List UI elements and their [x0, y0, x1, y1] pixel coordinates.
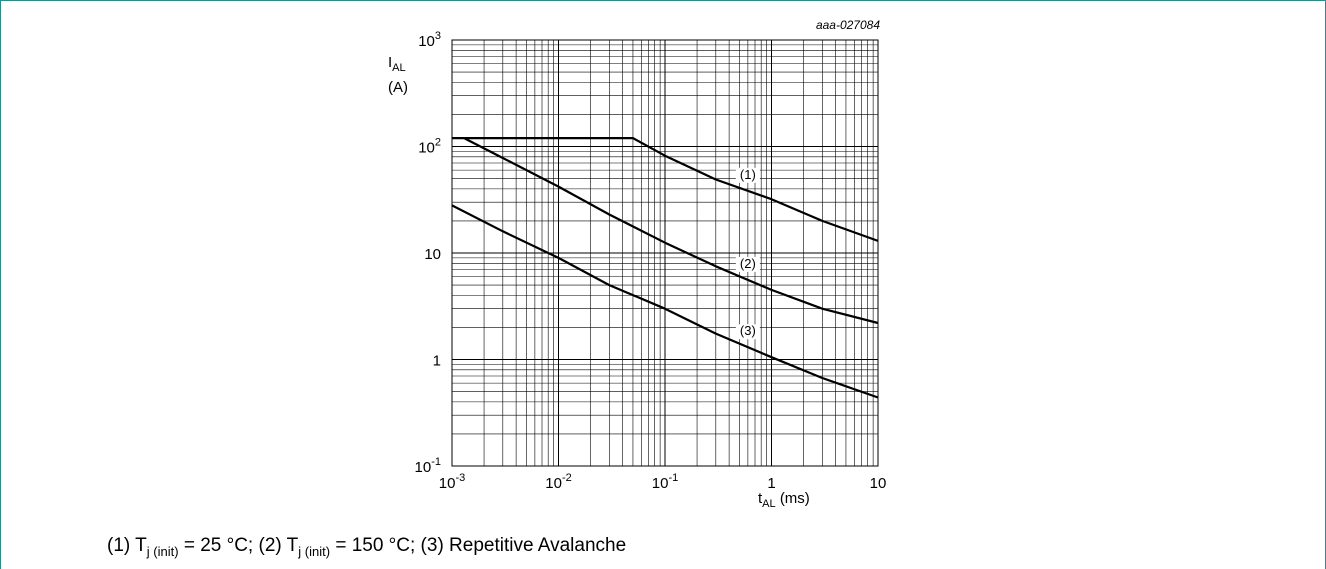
- x-tick-label: 10-3: [439, 472, 465, 492]
- avalanche-current-chart: (1) (2) (3) 10-3 10-2 10-1 1 10 10-1 1 10 102 103 IA…: [388, 18, 887, 510]
- series-label-3: (3): [740, 323, 756, 338]
- figure-caption: (1) Tj (init) = 25 °C; (2) Tj (init) = 1…: [107, 535, 627, 559]
- y-axis-label: IAL: [388, 54, 406, 74]
- y-axis-unit: (A): [388, 79, 408, 96]
- series-line-3: [451, 204, 879, 399]
- grid-layer: [451, 40, 878, 467]
- figure-reference: aaa-027084: [816, 18, 880, 32]
- series-label-2: (2): [740, 256, 756, 271]
- y-tick-label: 103: [418, 30, 441, 50]
- y-tick-label: 10: [424, 246, 441, 263]
- y-tick-label: 1: [433, 353, 441, 370]
- plot-border: [451, 39, 879, 467]
- series-layer: [451, 137, 879, 399]
- series-line-1: [452, 137, 879, 242]
- series-label-1: (1): [740, 167, 756, 182]
- x-axis-label: tAL (ms): [758, 490, 810, 510]
- x-tick-label: 10-2: [545, 472, 571, 492]
- x-tick-label: 10-1: [652, 472, 678, 492]
- series-label-bg-2: [735, 256, 760, 272]
- x-tick-label: 10: [870, 475, 887, 492]
- x-tick-label: 1: [767, 475, 775, 492]
- y-tick-label: 10-1: [415, 456, 441, 476]
- y-tick-label: 102: [418, 137, 441, 157]
- series-label-bg-1: [735, 167, 760, 183]
- series-line-2: [463, 137, 879, 325]
- label-layer: (1) (2) (3) 10-3 10-2 10-1 1 10 10-1 1 10 102 103: [415, 30, 887, 492]
- series-label-bg-3: [735, 324, 760, 340]
